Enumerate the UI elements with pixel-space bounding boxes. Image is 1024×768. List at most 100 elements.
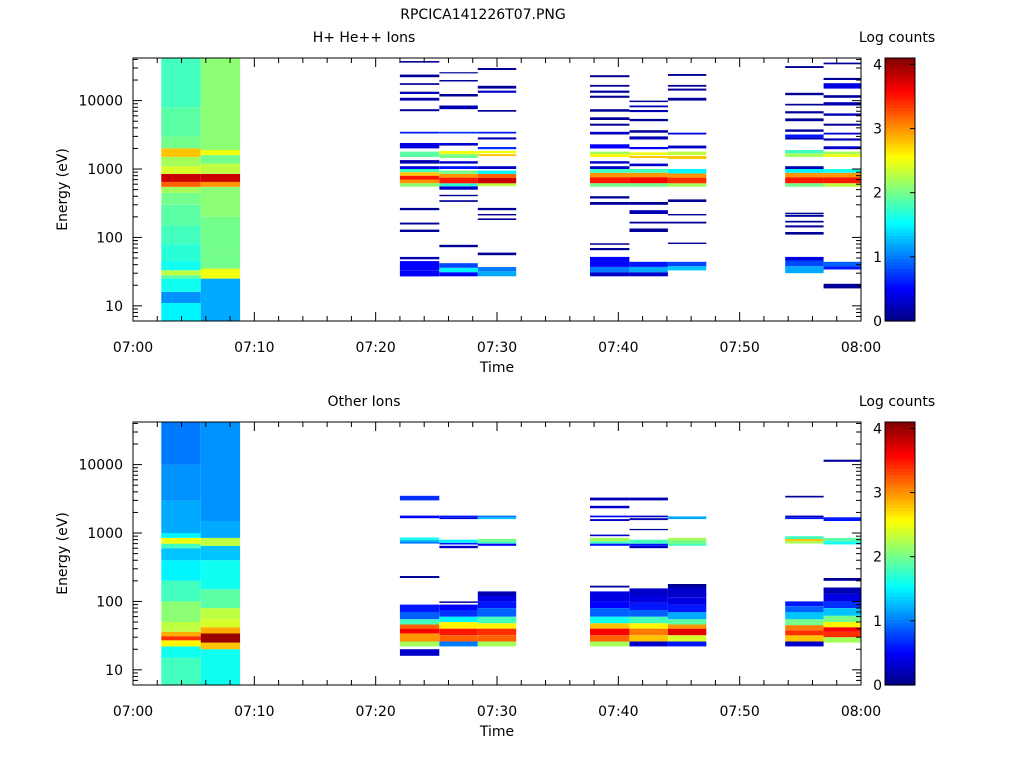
- spectrogram-cell: [785, 220, 824, 223]
- spectrogram-cell: [629, 588, 668, 596]
- x-tick-label: 07:00: [113, 704, 153, 720]
- spectrogram-cell: [477, 608, 517, 617]
- colorbar-strip: [885, 661, 915, 666]
- spectrogram-cell: [667, 173, 707, 178]
- spectrogram-cell: [439, 610, 478, 617]
- colorbar-strip: [885, 307, 915, 312]
- colorbar-strip: [885, 248, 915, 253]
- spectrogram-cell: [477, 183, 517, 187]
- spectrogram-cell: [200, 627, 241, 634]
- spectrogram-cell: [439, 177, 478, 184]
- spectrogram-cell: [161, 636, 201, 641]
- spectrogram-cell: [785, 625, 824, 631]
- spectrogram-cell: [629, 596, 668, 603]
- spectrogram-cell: [477, 178, 517, 184]
- colorbar-strip: [885, 251, 915, 256]
- colorbar-strip: [885, 186, 915, 191]
- spectrogram-cell: [590, 169, 630, 173]
- spectrogram-cell: [629, 147, 668, 150]
- spectrogram-cell: [785, 129, 824, 132]
- spectrogram-cell: [439, 604, 478, 610]
- colorbar-strip: [885, 632, 915, 637]
- spectrogram-cell: [477, 252, 517, 256]
- spectrogram-cell: [667, 266, 707, 271]
- spectrogram-cell: [785, 495, 824, 498]
- colorbar-strip: [885, 120, 915, 125]
- spectrogram-cell: [200, 608, 241, 620]
- spectrogram-cell: [477, 131, 517, 134]
- spectrogram-cell: [399, 604, 440, 613]
- colorbar-strip: [885, 107, 915, 112]
- spectrogram-cell: [823, 459, 861, 462]
- spectrogram-cell: [399, 628, 440, 634]
- y-tick-label: 1000: [87, 162, 123, 178]
- spectrogram-cell: [399, 175, 440, 180]
- colorbar-strip: [885, 527, 915, 532]
- colorbar-tick-label: 0: [873, 678, 882, 694]
- colorbar-strip: [885, 484, 915, 489]
- spectrogram-cell: [439, 272, 478, 277]
- colorbar-strip: [885, 156, 915, 161]
- spectrogram-cell: [477, 68, 517, 70]
- colorbar-strip: [885, 648, 915, 653]
- spectrogram-cell: [629, 641, 668, 647]
- spectrogram-cell: [590, 177, 630, 184]
- spectrogram-cell: [667, 183, 707, 187]
- colorbar-strip: [885, 219, 915, 223]
- spectrogram-cell: [823, 183, 861, 187]
- colorbar-strip: [885, 622, 915, 627]
- spectrogram-cell: [399, 537, 440, 540]
- spectrogram-cell: [439, 105, 478, 110]
- colorbar-strip: [885, 497, 915, 502]
- spectrogram-cell: [785, 66, 824, 68]
- spectrogram-cell: [399, 91, 440, 94]
- spectrogram-cell: [590, 161, 630, 164]
- spectrogram-cell: [200, 422, 241, 521]
- colorbar-strip: [885, 173, 915, 177]
- colorbar-strip: [885, 127, 915, 131]
- colorbar-strip: [885, 215, 915, 220]
- spectrogram-cell: [477, 150, 517, 154]
- spectrogram-cell: [161, 533, 201, 538]
- colorbar-strip: [885, 553, 915, 558]
- spectrogram-cell: [161, 543, 201, 549]
- colorbar-tick-label: 0: [873, 314, 882, 330]
- y-tick-label: 1000: [87, 526, 123, 542]
- colorbar-strip: [885, 212, 915, 217]
- spectrogram-cell: [667, 604, 707, 613]
- spectrogram-cell: [399, 207, 440, 211]
- spectrogram-cell: [477, 207, 517, 211]
- spectrogram-cell: [477, 147, 517, 150]
- spectrogram-cell: [161, 166, 201, 174]
- spectrogram-cell: [667, 628, 707, 636]
- spectrogram-cell: [590, 515, 630, 518]
- colorbar-strip: [885, 169, 915, 174]
- spectrogram-cell: [629, 210, 668, 214]
- colorbar-strip: [885, 182, 915, 187]
- colorbar-strip: [885, 146, 915, 151]
- spectrogram-cell: [785, 266, 824, 274]
- spectrogram-cell: [629, 515, 668, 518]
- colorbar-strip: [885, 477, 915, 482]
- colorbar-strip: [885, 481, 915, 486]
- spectrogram-cell: [823, 95, 861, 98]
- colorbar-frame: [884, 421, 916, 686]
- spectrogram-cell: [161, 58, 201, 108]
- spectrogram-cell: [785, 150, 824, 154]
- y-axis: 10 100 1000 10000 Energy (eV): [55, 58, 861, 322]
- spectrogram-cell: [477, 635, 517, 642]
- colorbar-strip: [885, 255, 915, 260]
- spectrogram-cell: [439, 143, 478, 146]
- colorbar-strip: [885, 104, 915, 108]
- colorbar-strip: [885, 560, 915, 564]
- spectrogram-cell: [477, 641, 517, 647]
- spectrogram-cell: [590, 256, 630, 262]
- colorbar-strip: [885, 609, 915, 614]
- spectrogram-cell: [200, 633, 241, 643]
- spectrogram-cell: [439, 161, 478, 164]
- colorbar-strip: [885, 297, 915, 302]
- colorbar-strip: [885, 199, 915, 204]
- colorbar-strip: [885, 130, 915, 135]
- colorbar-strip: [885, 579, 915, 584]
- colorbar-strip: [885, 556, 915, 561]
